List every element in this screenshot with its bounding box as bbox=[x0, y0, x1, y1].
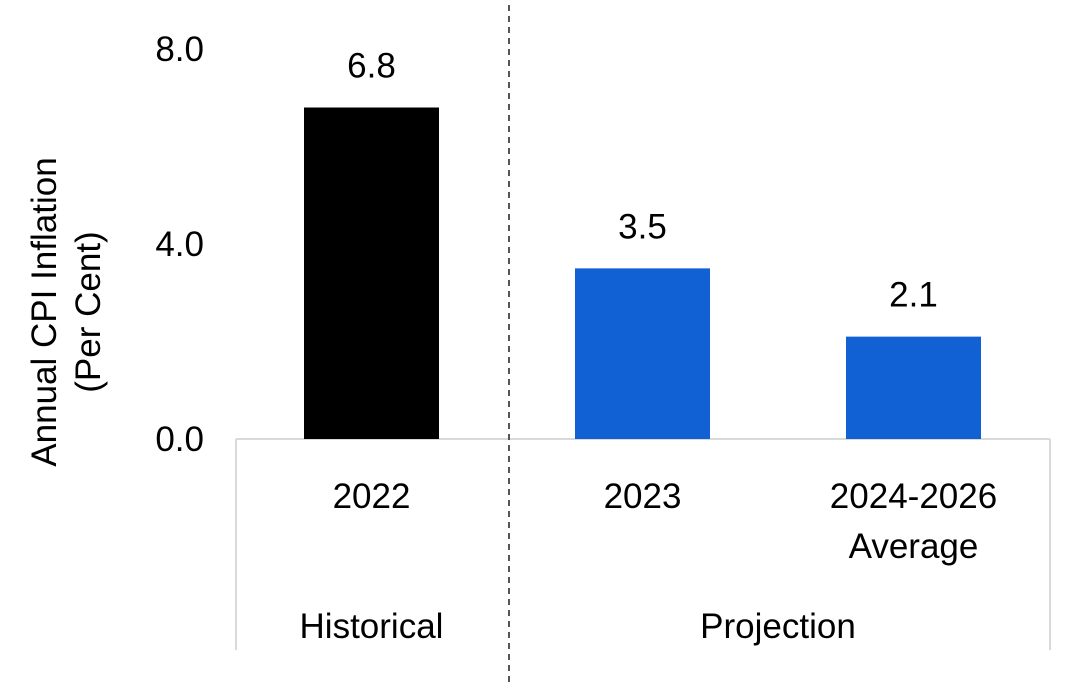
y-axis-title-line: Annual CPI Inflation bbox=[25, 157, 64, 466]
x-category-label: 2023 bbox=[604, 477, 682, 516]
bar bbox=[846, 336, 981, 439]
y-tick-label: 0.0 bbox=[155, 420, 204, 459]
x-category-label: Average bbox=[849, 527, 979, 566]
bar bbox=[575, 268, 710, 439]
x-category-label: 2024-2026 bbox=[830, 477, 997, 516]
y-axis-title-line: (Per Cent) bbox=[69, 231, 108, 392]
data-label: 6.8 bbox=[347, 47, 396, 86]
group-label: Historical bbox=[300, 607, 444, 646]
bar bbox=[304, 107, 439, 439]
y-axis-title: Annual CPI Inflation (Per Cent) bbox=[25, 157, 108, 466]
y-tick-label: 8.0 bbox=[155, 30, 204, 69]
group-label: Projection bbox=[700, 607, 856, 646]
data-label: 3.5 bbox=[618, 207, 667, 246]
x-category-label: 2022 bbox=[333, 477, 411, 516]
data-label: 2.1 bbox=[889, 276, 938, 315]
y-tick-label: 4.0 bbox=[155, 225, 204, 264]
